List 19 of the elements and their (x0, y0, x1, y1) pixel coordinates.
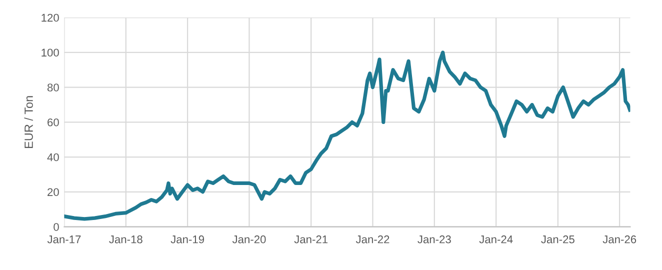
x-tick-label: Jan-25 (541, 235, 574, 244)
x-tick-label: Jan-20 (232, 235, 266, 244)
y-axis-title: EUR / Ton (24, 96, 33, 148)
y-tick-label: 40 (47, 153, 59, 162)
y-tick-label: 60 (48, 118, 59, 126)
y-tick-label: 80 (47, 84, 59, 92)
x-tick-label: Jan-22 (356, 235, 390, 244)
x-tick-label: Jan-24 (479, 235, 513, 244)
x-tick-label: Jan-26 (602, 235, 636, 244)
x-tick-label: Jan-18 (109, 235, 142, 244)
y-tick-label: 100 (42, 48, 59, 57)
x-tick-label: Jan-19 (170, 235, 204, 244)
x-tick-label: Jan-23 (418, 235, 451, 244)
x-tick-label: Jan-21 (294, 235, 328, 244)
y-tick-label: 120 (42, 14, 59, 22)
x-tick-label: Jan-17 (47, 236, 81, 244)
line-series (64, 50, 630, 221)
y-tick-label: 20 (48, 188, 59, 196)
y-tick-label: 0 (54, 223, 59, 231)
